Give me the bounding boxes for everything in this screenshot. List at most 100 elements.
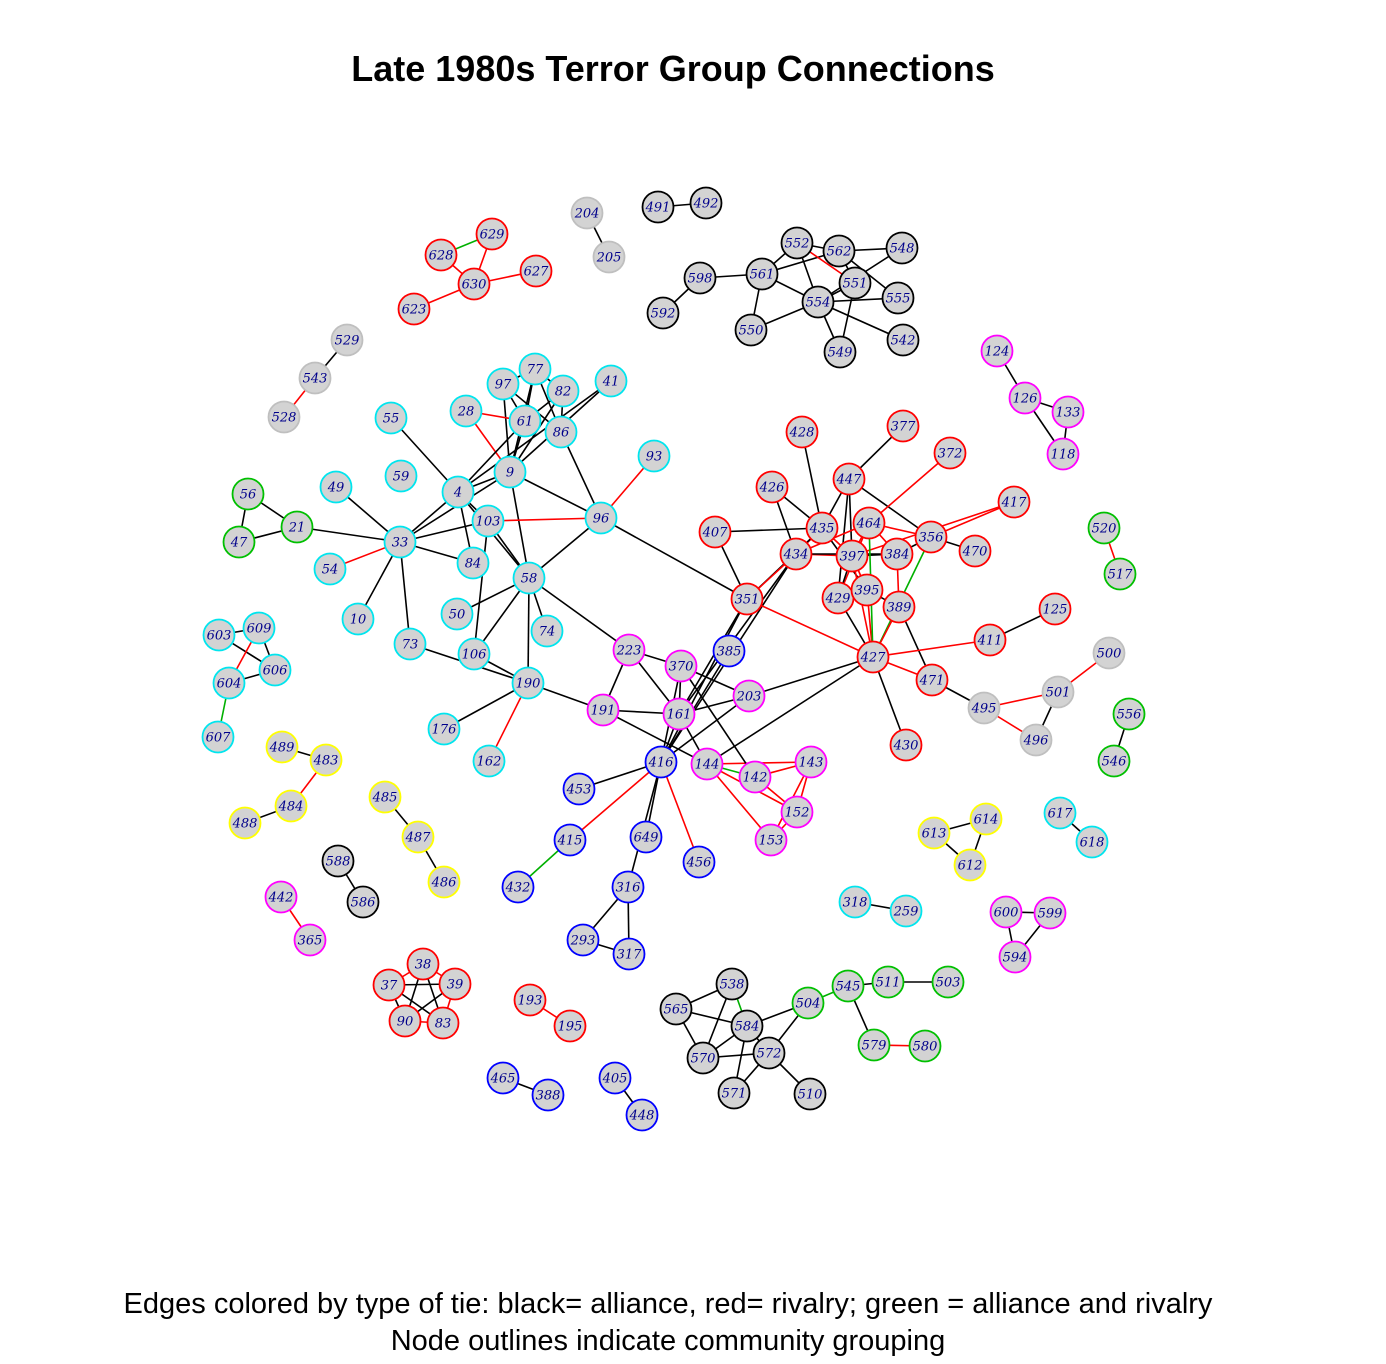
node-377: 377 (886, 409, 920, 443)
node-549: 549 (823, 335, 857, 369)
node-label: 96 (593, 512, 610, 527)
node-circle (690, 747, 724, 781)
node-39: 39 (438, 967, 472, 1001)
node-203: 203 (732, 679, 766, 713)
node-59: 59 (384, 459, 418, 493)
node-556: 556 (1112, 697, 1146, 731)
node-588: 588 (321, 844, 355, 878)
node-545: 545 (831, 969, 865, 1003)
node-label: 356 (919, 531, 944, 546)
chart-caption: Edges colored by type of tie: black= all… (0, 1286, 1336, 1360)
node-4: 4 (441, 475, 475, 509)
node-161: 161 (662, 697, 696, 731)
node-circle (493, 455, 527, 489)
node-circle (594, 364, 628, 398)
node-604: 604 (212, 666, 246, 700)
node-circle (393, 627, 427, 661)
node-circle (1112, 697, 1146, 731)
node-542: 542 (886, 323, 920, 357)
node-372: 372 (933, 436, 967, 470)
node-488: 488 (228, 806, 262, 840)
node-50: 50 (440, 597, 474, 631)
edge-447-356 (848, 478, 932, 538)
node-465: 465 (486, 1061, 520, 1095)
node-label: 442 (268, 891, 294, 906)
node-circle (472, 744, 506, 778)
node-label: 551 (843, 277, 868, 292)
node-circle (202, 618, 236, 652)
node-label: 613 (922, 827, 947, 842)
node-470: 470 (958, 534, 992, 568)
node-584: 584 (730, 1009, 764, 1043)
node-circle (612, 633, 646, 667)
node-623: 623 (397, 292, 431, 326)
node-circle (997, 485, 1031, 519)
node-circle (427, 865, 461, 899)
node-label: 503 (936, 976, 961, 991)
node-circle (321, 844, 355, 878)
node-118: 118 (1046, 437, 1080, 471)
node-circle (730, 1009, 764, 1043)
node-circle (457, 637, 491, 671)
node-428: 428 (785, 415, 819, 449)
node-label: 77 (527, 363, 544, 378)
node-circle (531, 1078, 565, 1112)
node-circle (780, 226, 814, 260)
node-circle (908, 1029, 942, 1063)
edge-351-427 (746, 598, 874, 658)
node-circle (1075, 825, 1109, 859)
node-562: 562 (822, 234, 856, 268)
node-label: 453 (566, 783, 592, 798)
node-label: 317 (617, 948, 643, 963)
node-circle (682, 845, 716, 879)
node-618: 618 (1075, 825, 1109, 859)
node-circle (512, 561, 546, 595)
node-label: 161 (667, 708, 692, 723)
node-circle (745, 257, 779, 291)
node-label: 485 (372, 791, 398, 806)
node-circle (383, 525, 417, 559)
node-circle (274, 789, 308, 823)
node-28: 28 (449, 394, 483, 428)
node-label: 592 (651, 307, 676, 322)
node-circle (584, 501, 618, 535)
node-144: 144 (690, 747, 724, 781)
node-circle (258, 653, 292, 687)
node-442: 442 (264, 880, 298, 914)
node-label: 73 (402, 638, 419, 653)
node-356: 356 (914, 520, 948, 554)
node-592: 592 (646, 296, 680, 330)
node-label: 429 (825, 592, 851, 607)
node-label: 500 (1097, 647, 1122, 662)
edge-407-435 (714, 527, 823, 533)
node-circle (309, 743, 343, 777)
node-label: 142 (743, 771, 768, 786)
node-circle (659, 992, 693, 1026)
node-label: 47 (230, 536, 248, 551)
node-circle (1041, 675, 1075, 709)
node-circle (1092, 636, 1126, 670)
node-82: 82 (546, 374, 580, 408)
edge-103-106 (473, 520, 489, 655)
node-33: 33 (383, 525, 417, 559)
node-circle (689, 186, 723, 220)
node-circle (513, 983, 547, 1017)
node-label: 487 (405, 831, 432, 846)
node-162: 162 (472, 744, 506, 778)
node-603: 603 (202, 618, 236, 652)
node-label: 580 (913, 1040, 938, 1055)
node-83: 83 (426, 1006, 460, 1040)
node-circle (511, 666, 545, 700)
node-label: 447 (836, 473, 863, 488)
node-circle (426, 1006, 460, 1040)
node-circle (1103, 557, 1137, 591)
node-circle (201, 720, 235, 754)
node-circle (530, 614, 564, 648)
node-label: 118 (1051, 448, 1076, 463)
node-circle (1019, 723, 1053, 757)
node-label: 546 (1102, 755, 1127, 770)
node-426: 426 (755, 470, 789, 504)
node-609: 609 (242, 611, 276, 645)
node-607: 607 (201, 720, 235, 754)
node-580: 580 (908, 1029, 942, 1063)
